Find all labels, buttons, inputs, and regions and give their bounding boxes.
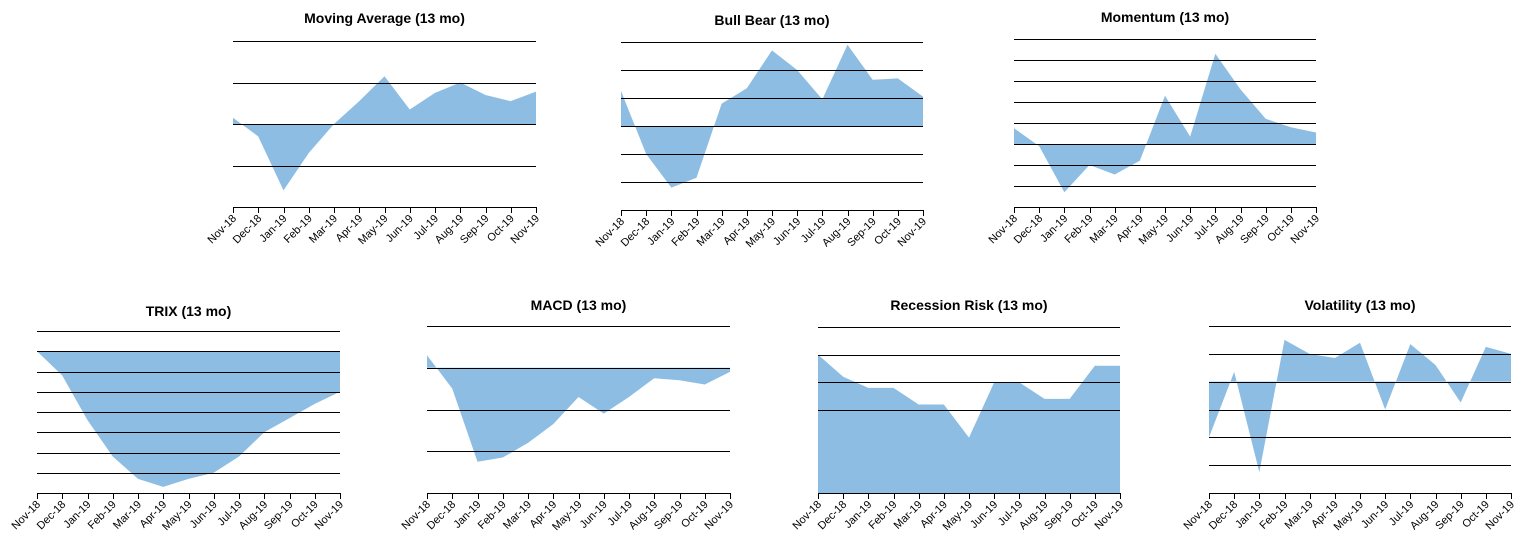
volatility-x-tick-label: Jun-19 — [1359, 499, 1391, 531]
recession-risk-area — [818, 354, 1120, 493]
volatility-chart: Volatility (13 mo)Nov-18Dec-18Jan-19Feb-… — [1182, 297, 1518, 533]
momentum-x-tick-label: Mar-19 — [1088, 213, 1121, 246]
momentum-x-tick-label: Nov-19 — [1289, 213, 1323, 247]
recession-risk-x-tick-label: Dec-18 — [816, 499, 850, 533]
macd-x-tick-label: Mar-19 — [501, 499, 534, 532]
trix-area — [37, 351, 340, 487]
recession-risk-chart: Recession Risk (13 mo)Nov-18Dec-18Jan-19… — [791, 297, 1127, 533]
bull-bear-chart: Bull Bear (13 mo)Nov-18Dec-18Jan-19Feb-1… — [594, 12, 930, 250]
recession-risk-x-tick-label: Mar-19 — [892, 499, 925, 532]
moving-average-x-tick-label: Jun-19 — [384, 213, 416, 245]
trix-x-tick-label: Jun-19 — [188, 499, 220, 531]
momentum-x-tick-label: Dec-18 — [1012, 213, 1046, 247]
trix-x-tick-label: Dec-18 — [35, 499, 69, 533]
momentum-x-tick-label: Jun-19 — [1164, 213, 1196, 245]
recession-risk-x-tick-label: Sep-19 — [1042, 499, 1076, 533]
trix-title: TRIX (13 mo) — [146, 303, 232, 319]
macd-x-tick-label: Sep-19 — [652, 499, 686, 533]
volatility-x-tick-label: Mar-19 — [1283, 499, 1316, 532]
moving-average-x-tick-label: Sep-19 — [458, 213, 492, 247]
bull-bear-x-tick-label: Dec-18 — [619, 216, 653, 250]
volatility-x-tick-label: Dec-18 — [1207, 499, 1241, 533]
bull-bear-x-tick-label: Sep-19 — [845, 216, 879, 250]
volatility-x-tick-label: Sep-19 — [1433, 499, 1467, 533]
moving-average-title: Moving Average (13 mo) — [304, 10, 465, 26]
volatility-area — [1209, 339, 1511, 473]
bull-bear-title: Bull Bear (13 mo) — [714, 12, 829, 28]
trix-x-tick-label: Nov-19 — [313, 499, 347, 533]
moving-average-chart: Moving Average (13 mo)Nov-18Dec-18Jan-19… — [206, 10, 543, 247]
moving-average-area — [233, 76, 536, 191]
bull-bear-x-tick-label: Jun-19 — [771, 216, 803, 248]
momentum-title: Momentum (13 mo) — [1101, 9, 1229, 25]
macd-x-tick-label: Nov-19 — [703, 499, 737, 533]
bull-bear-area — [621, 44, 923, 188]
trix-x-tick-label: Sep-19 — [262, 499, 296, 533]
moving-average-x-tick-label: Nov-19 — [509, 213, 543, 247]
bull-bear-x-tick-label: Nov-19 — [896, 216, 930, 250]
macd-title: MACD (13 mo) — [531, 297, 627, 313]
moving-average-x-tick-label: Dec-18 — [231, 213, 265, 247]
recession-risk-x-tick-label: Nov-19 — [1093, 499, 1127, 533]
recession-risk-x-tick-label: Jun-19 — [968, 499, 1000, 531]
volatility-x-tick-label: Nov-19 — [1484, 499, 1518, 533]
bull-bear-x-tick-label: Mar-19 — [695, 216, 728, 249]
momentum-chart: Momentum (13 mo)Nov-18Dec-18Jan-19Feb-19… — [987, 9, 1323, 247]
moving-average-x-tick-label: Mar-19 — [307, 213, 340, 246]
macd-area — [427, 355, 730, 462]
trix-x-tick-label: Mar-19 — [111, 499, 144, 532]
volatility-title: Volatility (13 mo) — [1305, 297, 1416, 313]
macd-chart: MACD (13 mo)Nov-18Dec-18Jan-19Feb-19Mar-… — [400, 297, 737, 533]
trix-chart: TRIX (13 mo)Nov-18Dec-18Jan-19Feb-19Mar-… — [10, 303, 347, 533]
momentum-x-tick-label: Sep-19 — [1238, 213, 1272, 247]
macd-x-tick-label: Dec-18 — [425, 499, 459, 533]
recession-risk-title: Recession Risk (13 mo) — [890, 297, 1047, 313]
macd-x-tick-label: Jun-19 — [578, 499, 610, 531]
